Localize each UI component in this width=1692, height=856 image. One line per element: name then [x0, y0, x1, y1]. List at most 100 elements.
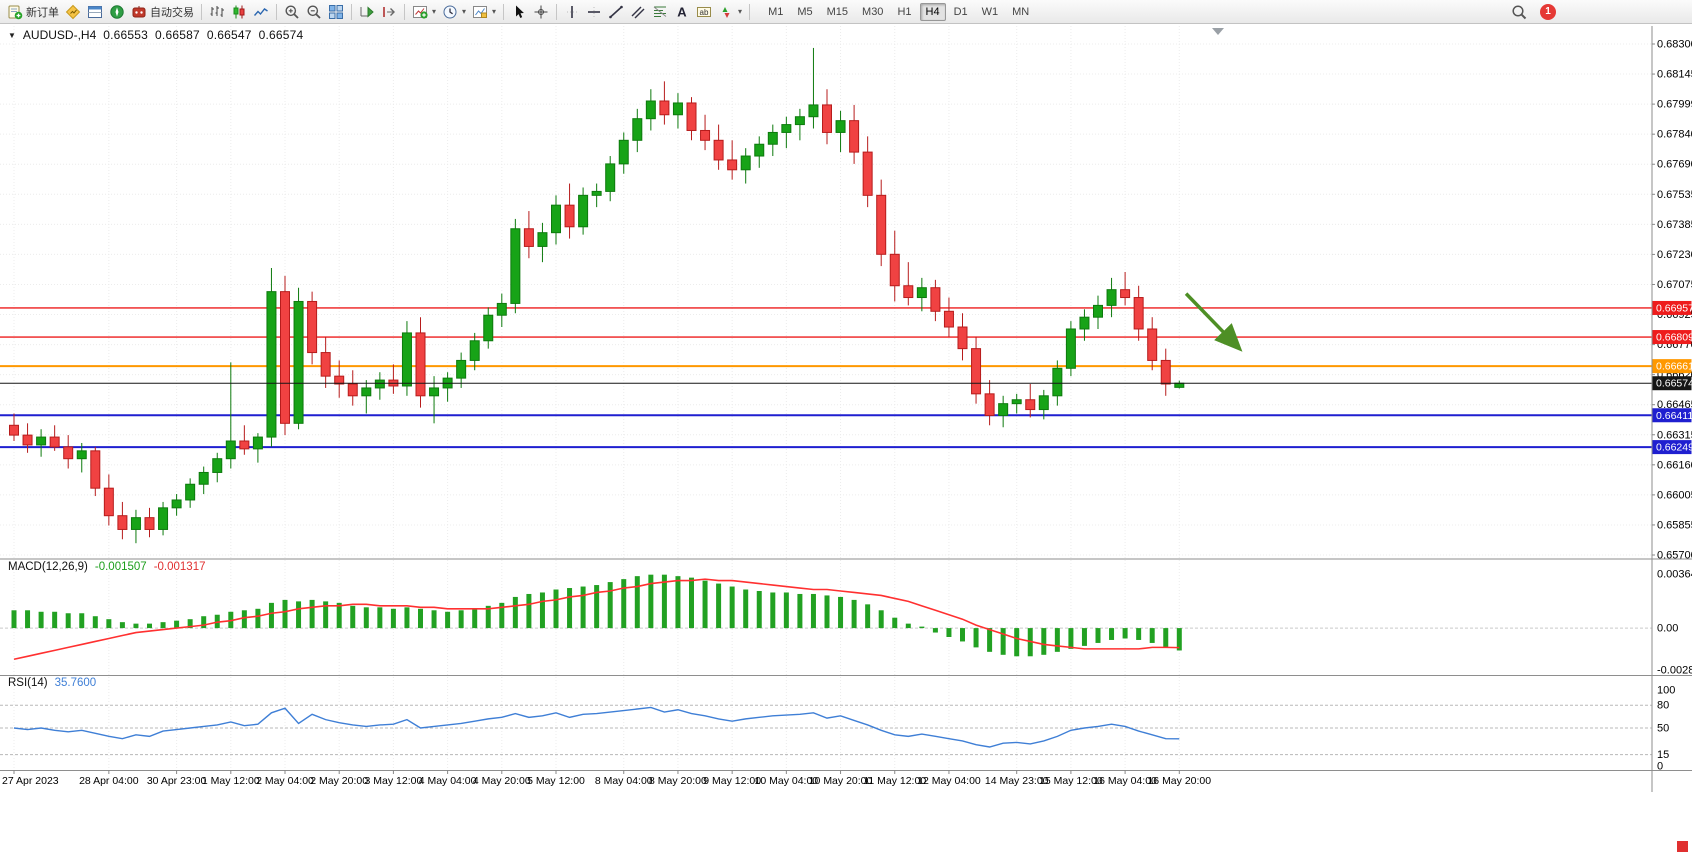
macd-histogram-bar — [11, 610, 17, 629]
auto-trading-button[interactable]: 自动交易 — [128, 2, 197, 22]
macd-histogram-bar — [187, 619, 193, 629]
timeframe-m15-button[interactable]: M15 — [826, 5, 849, 18]
scroll-end-marker[interactable] — [1677, 841, 1688, 852]
zoom-out-button[interactable] — [303, 2, 325, 22]
timeframe-m1-button[interactable]: M1 — [768, 5, 784, 18]
timeframe-d1-button[interactable]: D1 — [953, 5, 968, 18]
zoom-in-button[interactable] — [281, 2, 303, 22]
macd-histogram-bar — [1149, 628, 1155, 643]
macd-histogram-bar — [783, 592, 789, 629]
macd-signal-line — [13, 578, 1180, 661]
chart-title: ▼ AUDUSD-,H4 0.66553 0.66587 0.66547 0.6… — [8, 28, 303, 42]
text-button[interactable]: A — [671, 2, 693, 22]
templates-button[interactable]: ▾ — [469, 2, 499, 22]
bar-chart-button[interactable] — [206, 2, 228, 22]
timeframe-m5-button[interactable]: M5 — [797, 5, 813, 18]
chart-shift-marker[interactable] — [1212, 28, 1224, 35]
line-chart-button[interactable] — [250, 2, 272, 22]
market-watch-button[interactable] — [62, 2, 84, 22]
time-axis-label: 16 May 20:00 — [1147, 775, 1211, 787]
trendline-button[interactable] — [605, 2, 627, 22]
price-axis-label: 0.67075 — [1657, 279, 1692, 291]
chart-dropdown-icon[interactable]: ▼ — [8, 30, 16, 40]
candle-body — [632, 118, 643, 141]
candle-body — [1120, 289, 1131, 299]
macd-histogram-bar — [323, 601, 329, 629]
arrows-button[interactable]: ▾ — [715, 2, 745, 22]
time-axis-label: 5 May 12:00 — [527, 775, 585, 787]
text-label-button[interactable]: ab — [693, 2, 715, 22]
candle-body — [767, 131, 778, 145]
macd-histogram-bar — [1014, 628, 1020, 657]
indicators-button[interactable]: ▾ — [409, 2, 439, 22]
auto-trading-icon — [132, 5, 146, 17]
data-window-button[interactable] — [84, 2, 106, 22]
text-icon: A — [677, 4, 687, 19]
timeframe-w1-button[interactable]: W1 — [981, 5, 999, 18]
timeframe-mn-button[interactable]: MN — [1012, 5, 1030, 18]
candlestick-chart-button[interactable] — [228, 2, 250, 22]
time-axis-label: 3 May 12:00 — [365, 775, 423, 787]
timeframe-h4-button[interactable]: H4 — [919, 2, 946, 21]
time-axis[interactable]: 27 Apr 2023 28 Apr 04:00 30 Apr 23:001 May… — [2, 770, 1211, 787]
macd-histogram-bar — [526, 593, 532, 629]
navigator-button[interactable] — [106, 2, 128, 22]
toolbar-separator — [556, 3, 558, 20]
indicators-icon — [413, 5, 428, 19]
candle-body — [280, 291, 290, 424]
macd-histogram-bar — [241, 610, 247, 629]
macd-histogram-bar — [363, 607, 369, 629]
timeframe-h1-button[interactable]: H1 — [897, 5, 912, 18]
search-icon — [1512, 4, 1527, 19]
macd-histogram-bar — [838, 596, 844, 629]
cursor-button[interactable] — [508, 2, 530, 22]
tile-windows-button[interactable] — [325, 2, 347, 22]
chart-shift-button[interactable] — [378, 2, 400, 22]
candle-body — [266, 291, 277, 438]
horizontal-line-button[interactable] — [583, 2, 605, 22]
macd-histogram-bar — [892, 617, 898, 629]
candle-body — [171, 499, 182, 509]
rsi-line — [13, 706, 1180, 748]
svg-text:0.66411: 0.66411 — [1656, 410, 1692, 422]
search-button[interactable] — [1508, 2, 1530, 22]
macd-histogram-bar — [1081, 628, 1087, 646]
timeframe-m30-button[interactable]: M30 — [862, 5, 884, 18]
macd-histogram-bar — [702, 580, 708, 629]
timeframe-group: M1 M5 M15 M30 H1 H4 D1 W1 MN — [762, 2, 1035, 21]
rsi-axis-label: 100 — [1657, 685, 1675, 697]
rsi-axis-label: 50 — [1657, 723, 1669, 735]
macd-histogram-bar — [377, 607, 383, 629]
candle-body — [483, 314, 494, 342]
auto-scroll-button[interactable] — [356, 2, 378, 22]
crosshair-button[interactable] — [530, 2, 552, 22]
macd-histogram-bar — [973, 628, 979, 648]
periods-button[interactable]: ▾ — [439, 2, 469, 22]
channel-button[interactable] — [627, 2, 649, 22]
macd-histogram-bar — [770, 592, 776, 629]
time-axis-label: 30 Apr 23:00 — [147, 775, 207, 787]
macd-histogram-bar — [1163, 628, 1169, 648]
svg-text:0.66661: 0.66661 — [1656, 361, 1692, 373]
vertical-line-button[interactable] — [561, 2, 583, 22]
macd-histogram-bar — [634, 576, 640, 629]
candlestick-icon — [233, 5, 245, 18]
candle-body — [239, 440, 250, 450]
macd-histogram-bar — [1041, 628, 1047, 655]
fibonacci-button[interactable] — [649, 2, 671, 22]
new-order-button[interactable]: 新订单 — [4, 2, 62, 22]
macd-histogram-bar — [106, 619, 112, 629]
candle-body — [401, 332, 412, 387]
candle-body — [971, 348, 982, 395]
macd-histogram-bar — [282, 599, 288, 629]
rsi-axis-label: 0 — [1657, 761, 1663, 773]
notification-badge[interactable]: 1 — [1540, 3, 1556, 20]
rsi-axis-label: 15 — [1657, 749, 1669, 761]
svg-text:0.66809: 0.66809 — [1656, 332, 1692, 344]
trend-arrow-annotation[interactable] — [1184, 292, 1243, 352]
macd-histogram-bar — [865, 604, 871, 629]
candle-body — [185, 483, 196, 501]
